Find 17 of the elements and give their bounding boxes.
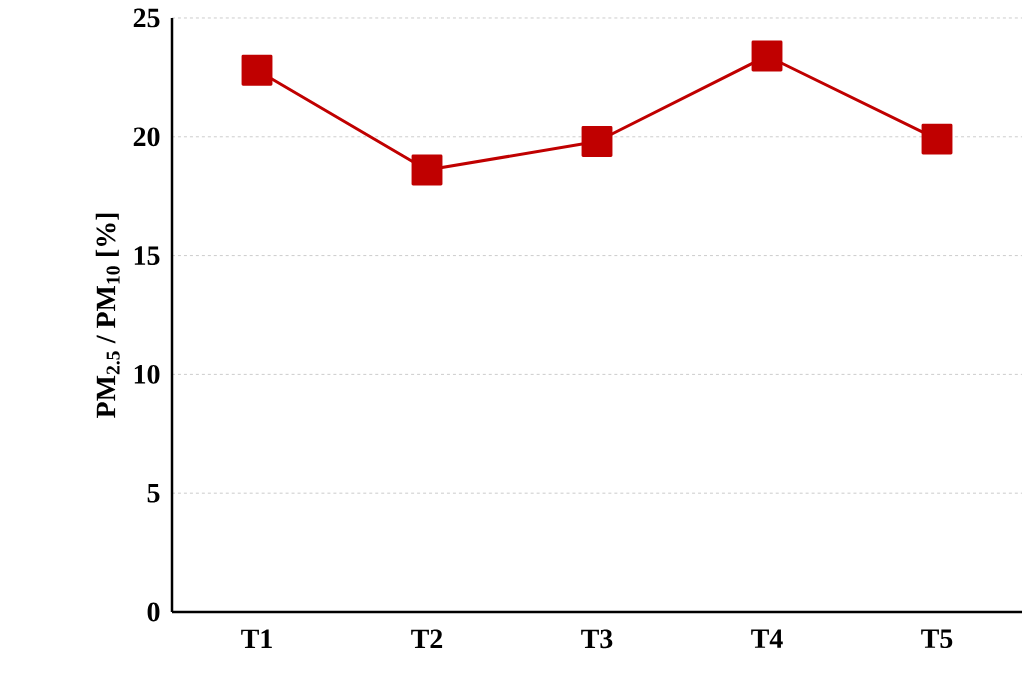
y-tick-label: 15 (134, 246, 160, 265)
point (921, 123, 953, 155)
x-tick-label: T1 (241, 629, 272, 648)
x-tick-label: T4 (751, 629, 783, 648)
y-tick-label: 0 (147, 602, 160, 622)
point (411, 154, 443, 186)
y-tick-label: 25 (133, 8, 160, 28)
point (751, 40, 783, 72)
x-tick-label: T3 (581, 629, 613, 649)
point (581, 126, 613, 157)
y-axis-title: PM$_{2.5}$ / PM$_{10}$ [%] (95, 213, 120, 418)
x-tick-label: T2 (411, 629, 443, 648)
y-tick-label: 10 (134, 364, 160, 384)
y-tick-label: 20 (133, 127, 160, 147)
y-tick-label: 5 (147, 483, 160, 503)
point (241, 54, 273, 86)
x-tick-label: T5 (921, 629, 953, 649)
